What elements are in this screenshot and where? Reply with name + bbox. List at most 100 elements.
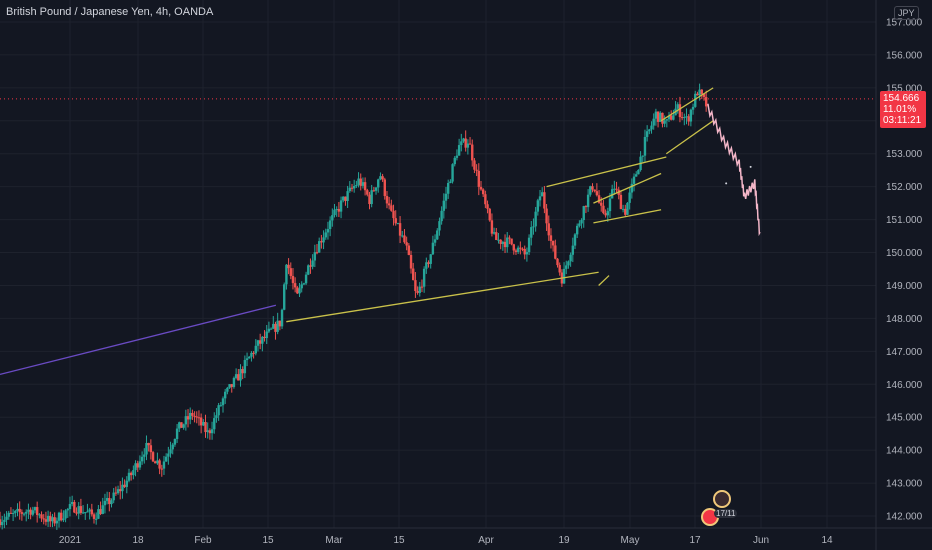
y-tick-label: 150.000 — [886, 248, 923, 259]
candle-body — [377, 179, 380, 188]
candle-body — [416, 290, 419, 293]
candle-body — [342, 196, 345, 201]
candle-body — [385, 196, 389, 204]
candle-body — [573, 234, 577, 246]
candle-body — [444, 193, 448, 201]
y-tick-label: 155.000 — [886, 83, 923, 94]
candle-body — [420, 286, 424, 288]
candle-body — [230, 384, 233, 387]
candle-body — [289, 268, 292, 276]
candle-body — [228, 384, 231, 388]
trendline-purple-ray — [0, 304, 277, 376]
candle-body — [110, 500, 113, 505]
candle-body — [250, 352, 253, 357]
candle-body — [302, 283, 306, 285]
candle-body — [132, 470, 135, 476]
price-change: 11.01% — [883, 104, 917, 115]
candle-body — [593, 189, 596, 192]
candle-body — [370, 190, 373, 205]
candle-body — [361, 182, 365, 186]
candle-body — [654, 111, 658, 119]
x-tick-label: 19 — [558, 535, 570, 546]
candle-body — [127, 472, 131, 481]
candle-body — [604, 213, 607, 216]
trendline-flag-lower — [593, 209, 662, 224]
x-tick-label: Feb — [194, 535, 212, 546]
candle-body — [346, 191, 349, 201]
x-tick-label: 17 — [689, 535, 701, 546]
candle-body — [468, 143, 472, 145]
candle-body — [632, 176, 636, 184]
candle-body — [431, 242, 435, 255]
candle-body — [455, 155, 459, 158]
candle-body — [427, 262, 430, 264]
candle-body — [567, 261, 570, 266]
candle-body — [140, 456, 144, 462]
candle-body — [108, 498, 111, 505]
candle-body — [81, 512, 85, 514]
current-price-badge: 154.666 11.01% 03:11:21 — [880, 91, 926, 128]
candle-body — [621, 208, 625, 210]
candle-body — [291, 275, 295, 284]
candle-body — [265, 331, 268, 339]
candle-body — [226, 387, 229, 392]
currency-label[interactable]: JPY — [894, 6, 919, 20]
candle-body — [637, 170, 640, 175]
y-tick-label: 149.000 — [886, 281, 923, 292]
candle-body — [219, 405, 223, 407]
y-tick-label: 147.000 — [886, 347, 923, 358]
candle-body — [514, 250, 518, 252]
candle-body — [630, 183, 634, 193]
candle-body — [186, 416, 190, 420]
candle-body — [525, 252, 529, 255]
candle-body — [202, 421, 205, 426]
candle-body — [9, 512, 13, 514]
candle-body — [538, 196, 542, 201]
candle-body — [307, 265, 310, 275]
candle-body — [689, 109, 693, 122]
candle-body — [691, 106, 695, 110]
candle-body — [333, 209, 336, 216]
candle-body — [328, 220, 332, 230]
candle-body — [355, 184, 358, 186]
candle-body — [221, 398, 225, 406]
candle-body — [320, 241, 323, 243]
candle-body — [70, 501, 74, 504]
candle-body — [175, 428, 179, 440]
candle-body — [661, 112, 664, 124]
candle-body — [694, 93, 697, 107]
candle-body — [643, 136, 647, 156]
x-tick-label: 15 — [393, 535, 405, 546]
candle-body — [429, 254, 432, 264]
candle-body — [116, 489, 120, 494]
candle-body — [379, 176, 382, 180]
candle-body — [5, 516, 8, 520]
candle-body — [143, 454, 146, 457]
candle-body — [53, 517, 56, 524]
candle-body — [608, 198, 612, 212]
candle-body — [392, 210, 395, 219]
candle-body — [73, 501, 76, 513]
candle-body — [602, 205, 605, 214]
uk-flag-event-icon[interactable] — [713, 490, 731, 508]
candle-body — [103, 500, 107, 506]
candle-body — [274, 323, 277, 332]
candle-body — [390, 205, 393, 211]
candle-body — [206, 430, 209, 433]
candle-body — [182, 424, 185, 428]
candle-body — [534, 211, 537, 227]
candle-body — [14, 510, 17, 514]
candle-body — [208, 430, 212, 434]
candle-body — [490, 220, 494, 234]
candle-body — [27, 509, 30, 512]
candle-body — [29, 509, 32, 515]
candle-body — [197, 417, 201, 419]
candle-body — [42, 518, 45, 520]
candle-body — [606, 211, 609, 216]
candle-body — [368, 194, 371, 205]
candle-body — [442, 200, 446, 211]
candle-body — [217, 405, 220, 416]
candle-body — [676, 104, 679, 109]
candle-body — [530, 227, 533, 238]
